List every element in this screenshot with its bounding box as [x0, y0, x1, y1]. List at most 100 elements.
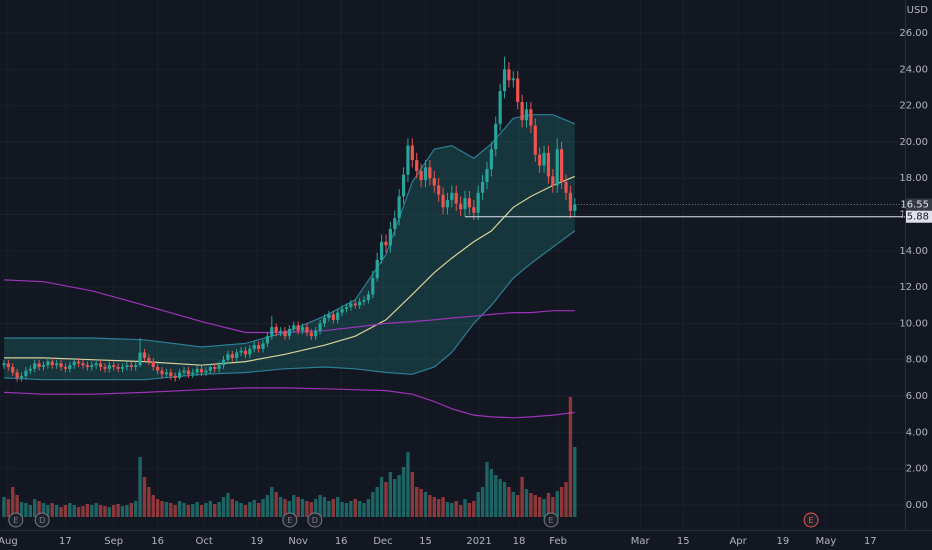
- volume-bar: [573, 447, 577, 517]
- y-tick-label: 22.00: [899, 101, 928, 112]
- candle-body: [454, 192, 458, 204]
- candle-body: [555, 149, 559, 186]
- volume-bar: [239, 503, 243, 517]
- candle-body: [164, 372, 169, 375]
- candle-body: [142, 352, 147, 358]
- candle-body: [445, 200, 450, 208]
- candle-body: [81, 363, 85, 366]
- candle-body: [235, 352, 239, 358]
- volume-bar: [90, 505, 94, 517]
- volume-bar: [309, 502, 314, 517]
- candle-body: [362, 299, 366, 302]
- candle-body: [24, 370, 28, 377]
- volume-bar: [103, 506, 107, 517]
- candle-body: [533, 125, 537, 155]
- volume-bar: [559, 487, 564, 517]
- candle-body: [336, 312, 340, 320]
- volume-bar: [278, 497, 283, 517]
- volume-bar: [489, 469, 494, 517]
- candle-body: [388, 229, 392, 246]
- volume-bar: [331, 499, 335, 517]
- volume-bar: [353, 499, 357, 517]
- volume-bar: [344, 503, 349, 517]
- volume-bar: [537, 497, 542, 517]
- volume-bar: [72, 505, 76, 517]
- candle-body: [274, 327, 278, 333]
- candle-body: [107, 365, 111, 369]
- candle-body: [309, 332, 313, 337]
- volume-bar: [533, 495, 537, 517]
- candle-body: [90, 365, 94, 368]
- volume-bar: [226, 493, 230, 517]
- x-tick-label: Mar: [631, 536, 651, 547]
- volume-bar: [107, 507, 112, 517]
- candle-body: [419, 170, 423, 181]
- volume-bar: [458, 505, 463, 517]
- candle-body: [15, 372, 19, 378]
- candle-body: [182, 370, 186, 373]
- candle-body: [437, 185, 441, 195]
- volume-bar: [169, 503, 173, 517]
- candle-body: [94, 363, 98, 366]
- event-marker: [8, 512, 24, 528]
- volume-bar: [147, 487, 151, 517]
- candle-body: [63, 367, 68, 369]
- candle-body: [252, 345, 256, 349]
- x-tick-label: 16: [335, 536, 348, 547]
- candle-body: [77, 361, 81, 364]
- candle-body: [516, 78, 520, 103]
- volume-bar: [463, 499, 467, 517]
- volume-bar: [472, 501, 476, 517]
- volume-bar: [494, 475, 498, 517]
- candle-body: [300, 327, 305, 331]
- event-label: E: [287, 516, 292, 525]
- candle-body: [551, 176, 555, 186]
- candle-body: [480, 181, 485, 193]
- y-tick-label: 8.00: [906, 355, 928, 366]
- volume-bar: [287, 501, 292, 517]
- candle-body: [415, 160, 419, 171]
- y-tick-label: 0.00: [906, 500, 928, 511]
- volume-bar: [476, 492, 480, 517]
- candle-body: [546, 152, 551, 177]
- candle-body: [489, 149, 493, 170]
- volume-bar: [384, 482, 388, 517]
- volume-bar: [37, 501, 41, 517]
- grid: [0, 0, 905, 530]
- volume-bar: [371, 492, 375, 517]
- volume-bar: [208, 501, 213, 517]
- candle-body: [151, 361, 155, 368]
- candle-body: [6, 363, 10, 368]
- x-tick-label: 16: [151, 536, 164, 547]
- event-marker: [34, 512, 50, 528]
- candle-body: [103, 367, 107, 369]
- volume-bar: [379, 477, 384, 517]
- candle-body: [507, 69, 511, 81]
- candle-body: [524, 109, 529, 121]
- x-tick-label: 15: [677, 536, 690, 547]
- candle-body: [344, 307, 349, 309]
- candle-body: [397, 196, 401, 219]
- volume-bar: [120, 506, 125, 517]
- volume-bar: [406, 452, 410, 517]
- volume-bar: [256, 503, 261, 517]
- candle-body: [191, 372, 195, 375]
- volume-bar: [265, 495, 270, 517]
- candle-body: [371, 278, 375, 295]
- volume-bar: [318, 495, 322, 517]
- volume-bar: [54, 505, 59, 517]
- x-tick-label: 17: [864, 536, 877, 547]
- y-tick-label: 6.00: [906, 391, 928, 402]
- volume-bar: [467, 503, 472, 517]
- volume-bar: [340, 502, 344, 517]
- price-line-label: 15.88: [900, 212, 929, 223]
- x-tick-label: Aug: [0, 536, 18, 547]
- candle-body: [134, 365, 138, 368]
- candle-body: [112, 365, 116, 368]
- candle-body: [314, 330, 318, 337]
- volume-bar: [177, 501, 182, 517]
- volume-bar: [366, 499, 371, 517]
- volume-bar: [423, 492, 428, 517]
- x-tick-label: Nov: [288, 536, 308, 547]
